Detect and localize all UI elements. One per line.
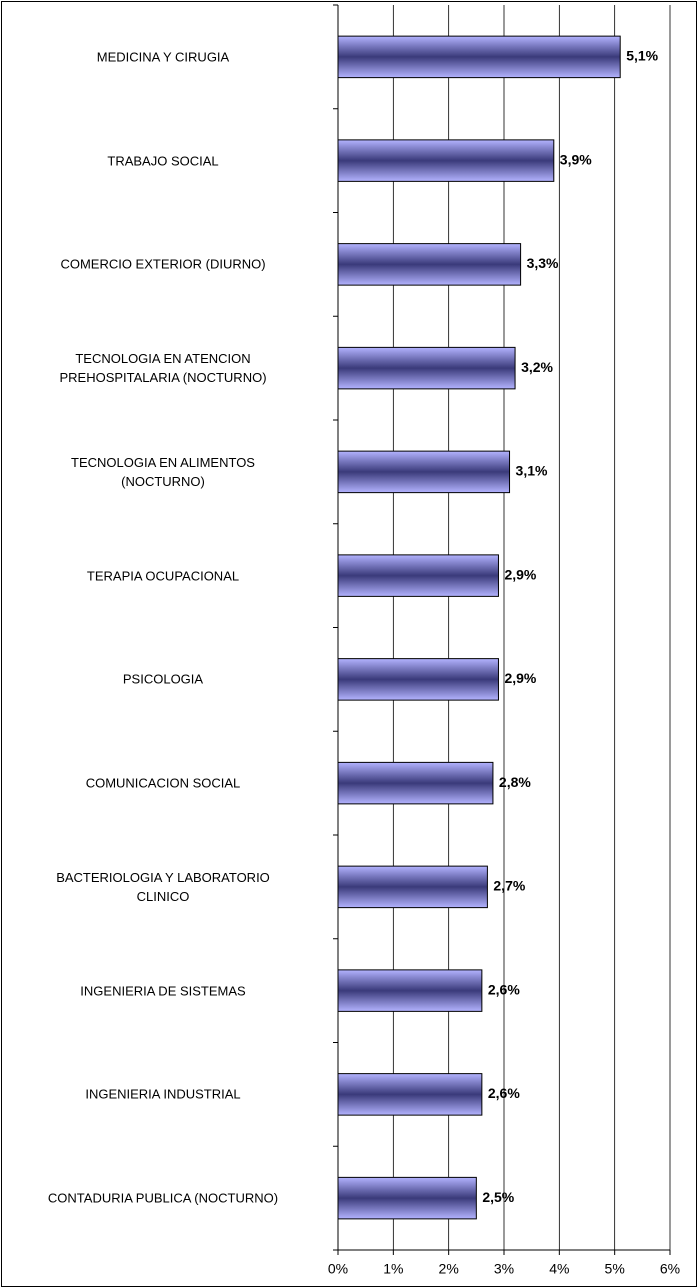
value-label: 3,9% xyxy=(560,151,592,167)
value-label: 3,2% xyxy=(521,359,553,375)
x-tick-label: 6% xyxy=(660,1261,680,1277)
category-label: TERAPIA OCUPACIONAL xyxy=(86,568,240,584)
bar xyxy=(337,139,555,182)
bar xyxy=(337,346,516,390)
x-tick-label: 5% xyxy=(605,1261,625,1277)
value-label: 2,9% xyxy=(504,566,536,582)
category-label: COMUNICACION SOCIAL xyxy=(85,775,241,791)
bar xyxy=(337,450,511,494)
x-tick-label: 4% xyxy=(549,1261,569,1277)
category-label: COMERCIO EXTERIOR (DIURNO) xyxy=(60,256,266,272)
value-label: 2,6% xyxy=(488,1085,520,1101)
x-tick-label: 1% xyxy=(383,1261,403,1277)
x-tick-label: 3% xyxy=(494,1261,514,1277)
value-label: 3,1% xyxy=(516,463,548,479)
bar xyxy=(337,554,499,597)
bar xyxy=(337,1073,483,1116)
bar xyxy=(337,35,621,79)
value-label: 2,8% xyxy=(499,774,531,790)
bar xyxy=(337,1176,477,1220)
value-label: 2,9% xyxy=(504,670,536,686)
x-tick-label: 2% xyxy=(439,1261,459,1277)
category-label: BACTERIOLOGIA Y LABORATORIO CLINICO xyxy=(56,869,270,904)
category-label: TECNOLOGIA EN ATENCION PREHOSPITALARIA (… xyxy=(59,351,267,386)
category-label: CONTADURIA PUBLICA (NOCTURNO) xyxy=(47,1190,279,1206)
category-label: INGENIERIA DE SISTEMAS xyxy=(80,983,246,999)
value-label: 2,5% xyxy=(482,1189,514,1205)
category-label: INGENIERIA INDUSTRIAL xyxy=(85,1086,241,1102)
value-label: 2,7% xyxy=(493,878,525,894)
x-tick-label: 0% xyxy=(328,1261,348,1277)
bar xyxy=(337,761,494,805)
value-label: 2,6% xyxy=(488,981,520,997)
bar xyxy=(337,658,499,701)
category-label: PSICOLOGIA xyxy=(122,671,204,687)
category-label: MEDICINA Y CIRUGIA xyxy=(96,49,230,65)
category-label: TECNOLOGIA EN ALIMENTOS (NOCTURNO) xyxy=(71,454,255,489)
category-label: TRABAJO SOCIAL xyxy=(107,153,219,169)
value-label: 5,1% xyxy=(626,48,658,64)
bar xyxy=(337,969,483,1012)
bar xyxy=(337,243,522,286)
bar xyxy=(337,865,488,909)
value-label: 3,3% xyxy=(527,255,559,271)
